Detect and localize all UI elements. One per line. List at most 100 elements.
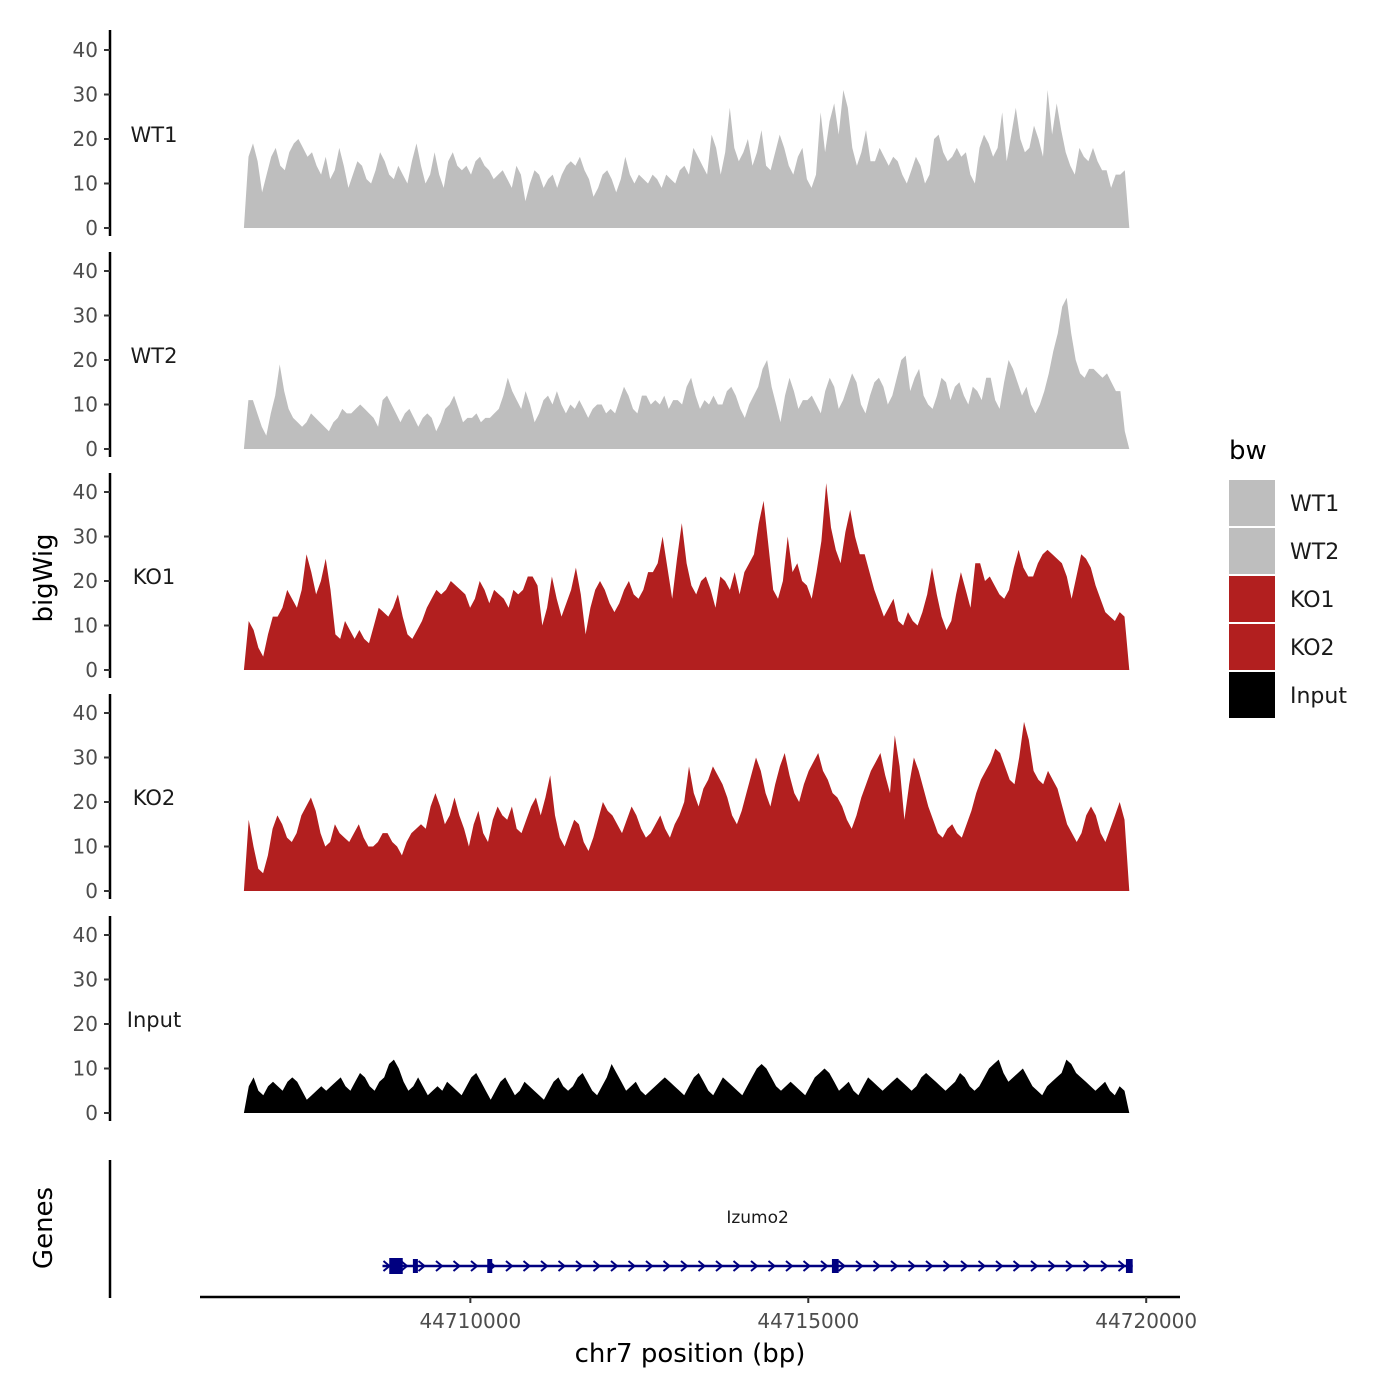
- x-axis: 44710000 44715000 44720000: [200, 1295, 1197, 1333]
- strand-chevron: [452, 1260, 462, 1272]
- track-label: Input: [127, 1008, 181, 1032]
- strand-chevron: [890, 1260, 899, 1272]
- strand-chevron: [750, 1260, 759, 1272]
- legend-label: KO1: [1290, 588, 1335, 613]
- legend-title: bw: [1229, 436, 1267, 466]
- x-tick-label: 44720000: [1095, 1309, 1197, 1333]
- y-tick-label: 20: [73, 790, 98, 814]
- strand-chevron: [592, 1260, 602, 1272]
- track-wt1: 0 10 20 30 40 WT1: [73, 30, 1130, 240]
- legend-item-wt2: WT2: [1229, 528, 1339, 574]
- strand-chevron: [435, 1260, 444, 1272]
- y-tick-label: 10: [73, 1057, 98, 1081]
- gene-exon: [412, 1259, 418, 1273]
- strand-chevron: [785, 1260, 794, 1272]
- y-tick-label: 30: [73, 83, 98, 107]
- gene-exon: [487, 1259, 493, 1273]
- y-tick-label: 10: [73, 614, 98, 638]
- y-tick-label: 40: [73, 259, 98, 283]
- legend-swatch: [1229, 624, 1275, 670]
- strand-chevron: [557, 1260, 567, 1272]
- strand-chevron: [1065, 1260, 1074, 1272]
- legend-item-ko2: KO2: [1229, 624, 1335, 670]
- y-tick-label: 0: [85, 437, 98, 461]
- y-tick-label: 40: [73, 701, 98, 725]
- track-wt2: 0 10 20 30 40 WT2: [73, 252, 1130, 461]
- strand-chevron: [837, 1260, 847, 1272]
- legend-item-input: Input: [1229, 672, 1347, 718]
- y-tick-label: 0: [85, 216, 98, 240]
- strand-chevron: [662, 1260, 672, 1272]
- strand-chevron: [767, 1260, 777, 1272]
- strand-chevron: [715, 1260, 724, 1272]
- track-ko1: 0 10 20 30 40 KO1: [73, 473, 1130, 682]
- y-tick-label: 0: [85, 879, 98, 903]
- gene-exon: [831, 1259, 839, 1273]
- y-tick-label: 20: [73, 348, 98, 372]
- coverage-area-wt1: [243, 90, 1130, 228]
- strand-chevron: [820, 1260, 829, 1272]
- x-tick-label: 44715000: [757, 1309, 859, 1333]
- track-label: WT2: [131, 344, 178, 368]
- y-tick-label: 0: [85, 1101, 98, 1125]
- legend-label: WT2: [1290, 540, 1339, 565]
- y-tick-label: 30: [73, 968, 98, 992]
- legend-label: KO2: [1290, 636, 1335, 661]
- y-tick-label: 20: [73, 569, 98, 593]
- strand-chevron: [680, 1260, 689, 1272]
- track-label: WT1: [131, 123, 178, 147]
- y-tick-label: 40: [73, 923, 98, 947]
- strand-chevron: [942, 1260, 952, 1272]
- strand-chevron: [872, 1260, 882, 1272]
- track-label: KO2: [133, 786, 176, 810]
- strand-chevron: [400, 1260, 409, 1272]
- strand-chevron: [1030, 1260, 1039, 1272]
- legend-item-ko1: KO1: [1229, 576, 1335, 622]
- y-tick-label: 10: [73, 172, 98, 196]
- y-tick-label: 0: [85, 658, 98, 682]
- legend-swatch: [1229, 528, 1275, 574]
- strand-chevron: [732, 1260, 742, 1272]
- strand-chevron: [627, 1260, 637, 1272]
- y-tick-label: 30: [73, 525, 98, 549]
- strand-chevron: [575, 1260, 584, 1272]
- y-tick-label: 10: [73, 393, 98, 417]
- y-tick-label: 40: [73, 480, 98, 504]
- y-tick-label: 30: [73, 746, 98, 770]
- legend-label: Input: [1290, 684, 1347, 709]
- y-tick-label: 40: [73, 38, 98, 62]
- coverage-area-input: [243, 1059, 1130, 1113]
- strand-chevron: [1082, 1260, 1092, 1272]
- legend-item-wt1: WT1: [1229, 480, 1339, 526]
- strand-chevron: [1100, 1260, 1109, 1272]
- legend: WT1 WT2 KO1 KO2 Input: [1229, 480, 1347, 718]
- strand-chevron: [995, 1260, 1004, 1272]
- strand-chevron: [505, 1260, 514, 1272]
- coverage-area-ko2: [243, 721, 1130, 891]
- track-ko2: 0 10 20 30 40 KO2: [73, 694, 1130, 903]
- strand-chevron: [855, 1260, 864, 1272]
- y-tick-label: 10: [73, 835, 98, 859]
- track-label: KO1: [133, 565, 176, 589]
- gene-track: Izumo2: [108, 1160, 1133, 1298]
- legend-label: WT1: [1290, 492, 1339, 517]
- genes-axis-title: Genes: [29, 1187, 59, 1269]
- track-input: 0 10 20 30 40 Input: [73, 916, 1130, 1125]
- strand-chevron: [645, 1260, 654, 1272]
- x-axis-title: chr7 position (bp): [575, 1339, 806, 1369]
- y-axis-title: bigWig: [29, 533, 59, 622]
- strand-chevron: [1047, 1260, 1057, 1272]
- strand-chevron: [697, 1260, 707, 1272]
- gene-izumo2: Izumo2: [382, 1208, 1133, 1274]
- coverage-area-ko1: [243, 483, 1130, 670]
- coverage-tracks: 0 10 20 30 40 WT1 0 10 20 30 40 WT2 0 10 20 30 40 KO1 0 10 2…: [73, 30, 1130, 1125]
- strand-chevron: [1012, 1260, 1022, 1272]
- x-tick-label: 44710000: [419, 1309, 521, 1333]
- y-tick-label: 20: [73, 1012, 98, 1036]
- gene-label: Izumo2: [726, 1208, 789, 1228]
- strand-chevron: [1117, 1260, 1127, 1272]
- strand-chevron: [522, 1260, 532, 1272]
- legend-swatch: [1229, 672, 1275, 718]
- strand-chevron: [802, 1260, 812, 1272]
